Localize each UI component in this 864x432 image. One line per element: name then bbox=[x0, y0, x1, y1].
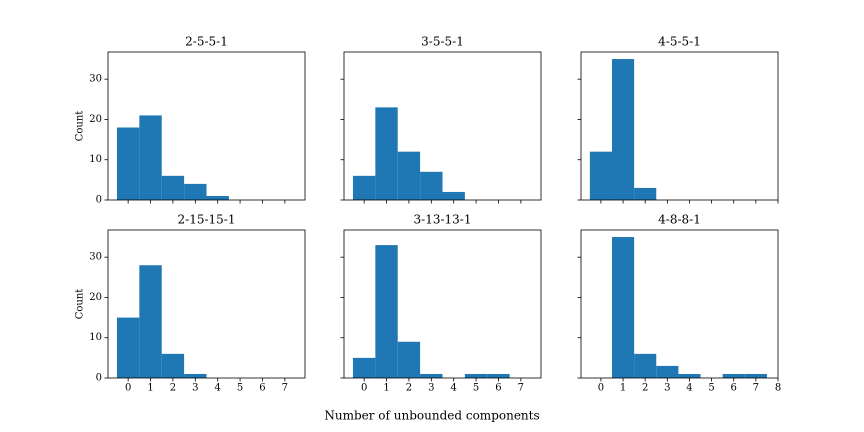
x-tick-label: 6 bbox=[259, 383, 265, 394]
y-tick-label: 30 bbox=[89, 252, 102, 263]
x-tick-label: 6 bbox=[495, 383, 501, 394]
x-tick-label: 4 bbox=[451, 383, 457, 394]
x-tick-label: 7 bbox=[753, 383, 759, 394]
bar bbox=[722, 373, 745, 378]
x-tick-label: 5 bbox=[708, 383, 714, 394]
x-tick-label: 0 bbox=[598, 383, 604, 394]
y-tick-label: 20 bbox=[89, 114, 102, 125]
bar bbox=[678, 373, 701, 378]
x-tick-label: 6 bbox=[731, 383, 737, 394]
bar bbox=[744, 373, 767, 378]
bar bbox=[487, 373, 510, 378]
x-tick-label: 8 bbox=[775, 383, 781, 394]
y-tick-label: 0 bbox=[96, 373, 102, 384]
y-tick-label: 30 bbox=[89, 74, 102, 85]
y-tick-label: 20 bbox=[89, 292, 102, 303]
x-tick-label: 3 bbox=[664, 383, 670, 394]
bar bbox=[464, 373, 488, 378]
bar bbox=[161, 175, 185, 200]
x-tick-label: 7 bbox=[282, 383, 288, 394]
y-axis-label: Count bbox=[75, 111, 86, 142]
bar bbox=[420, 171, 443, 200]
x-tick-label: 4 bbox=[686, 383, 692, 394]
x-tick-label: 5 bbox=[237, 383, 243, 394]
bar bbox=[442, 191, 465, 200]
bar bbox=[634, 187, 657, 200]
subplot-title: 3-5-5-1 bbox=[421, 35, 464, 49]
bar bbox=[184, 183, 207, 200]
x-tick-label: 7 bbox=[518, 383, 524, 394]
x-tick-label: 1 bbox=[383, 383, 389, 394]
axes-frame bbox=[107, 51, 306, 201]
axes-frame bbox=[107, 229, 306, 379]
y-tick-label: 10 bbox=[89, 332, 102, 343]
axes-frame bbox=[580, 229, 779, 379]
bar bbox=[206, 195, 229, 200]
subplot-title: 2-15-15-1 bbox=[178, 213, 236, 227]
bar bbox=[139, 115, 162, 200]
x-tick-label: 4 bbox=[215, 383, 221, 394]
bar bbox=[397, 151, 421, 200]
x-tick-label: 3 bbox=[428, 383, 434, 394]
bar bbox=[116, 127, 140, 200]
axes-frame bbox=[343, 229, 542, 379]
x-tick-label: 5 bbox=[473, 383, 479, 394]
axes-frame bbox=[580, 51, 779, 201]
x-tick-label: 2 bbox=[170, 383, 176, 394]
bar bbox=[397, 341, 421, 378]
subplot-title: 4-5-5-1 bbox=[658, 35, 701, 49]
axes-frame bbox=[343, 51, 542, 201]
bar bbox=[375, 245, 398, 378]
bar bbox=[611, 59, 635, 200]
x-axis-label: Number of unbounded components bbox=[324, 409, 539, 423]
x-tick-label: 0 bbox=[361, 383, 367, 394]
bar bbox=[352, 357, 376, 378]
y-axis-label: Count bbox=[75, 289, 86, 320]
x-tick-label: 0 bbox=[125, 383, 131, 394]
bar bbox=[611, 237, 635, 378]
bar bbox=[634, 353, 657, 378]
y-tick-label: 0 bbox=[96, 195, 102, 206]
bar bbox=[161, 353, 185, 378]
bar bbox=[116, 317, 140, 378]
x-tick-label: 2 bbox=[642, 383, 648, 394]
bar bbox=[656, 365, 679, 378]
subplot-title: 3-13-13-1 bbox=[414, 213, 472, 227]
x-tick-label: 3 bbox=[192, 383, 198, 394]
bar bbox=[139, 265, 162, 378]
bar bbox=[420, 373, 443, 378]
x-tick-label: 1 bbox=[147, 383, 153, 394]
y-tick-label: 10 bbox=[89, 154, 102, 165]
bar bbox=[589, 151, 612, 200]
bar bbox=[352, 175, 376, 200]
x-tick-label: 2 bbox=[406, 383, 412, 394]
bar bbox=[375, 107, 398, 200]
subplot-title: 4-8-8-1 bbox=[658, 213, 701, 227]
bar bbox=[184, 373, 207, 378]
x-tick-label: 1 bbox=[620, 383, 626, 394]
subplot-title: 2-5-5-1 bbox=[185, 35, 228, 49]
